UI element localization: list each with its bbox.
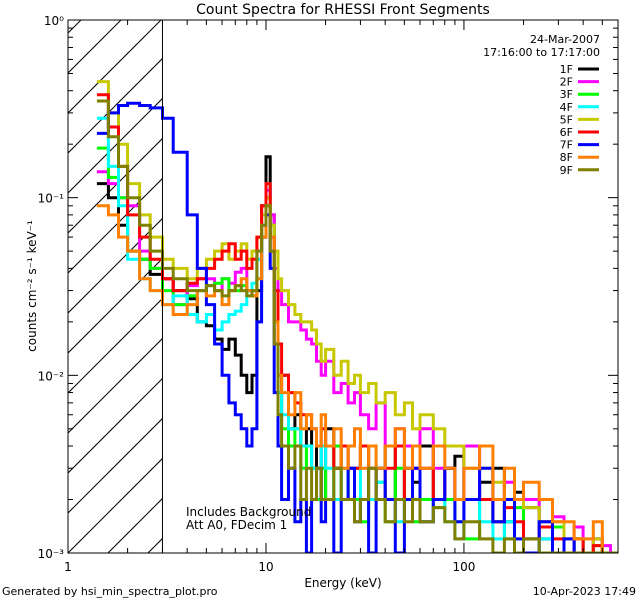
legend-label-9F: 9F bbox=[560, 164, 573, 177]
legend-label-4F: 4F bbox=[560, 101, 573, 114]
hatch-line bbox=[68, 257, 163, 354]
hatch-line bbox=[68, 20, 162, 114]
attenuator-note: Att A0, FDecim 1 bbox=[186, 518, 287, 532]
x-tick-label: 1 bbox=[64, 560, 72, 574]
x-tick-label: 100 bbox=[452, 560, 475, 574]
y-tick-label: 10⁻¹ bbox=[38, 192, 65, 206]
legend-label-2F: 2F bbox=[560, 76, 573, 89]
hatch-line bbox=[68, 217, 163, 314]
date-label: 24-Mar-2007 bbox=[530, 33, 600, 46]
y-tick-label: 10⁻² bbox=[38, 369, 65, 383]
y-tick-label: 10⁻³ bbox=[38, 547, 65, 561]
background-note: Includes Background bbox=[186, 505, 311, 519]
plot-frame bbox=[67, 19, 619, 554]
hatch-line bbox=[68, 20, 82, 34]
hatch-line bbox=[68, 457, 163, 553]
x-tick-label: 10 bbox=[258, 560, 273, 574]
series-line-8F bbox=[96, 204, 618, 553]
legend-label-8F: 8F bbox=[560, 151, 573, 164]
legend-label-6F: 6F bbox=[560, 126, 573, 139]
legend-label-7F: 7F bbox=[560, 139, 573, 152]
hatch-line bbox=[68, 417, 163, 514]
axis-ticks: 1 10 100 10⁰ 10⁻¹ 10⁻² 10⁻³ bbox=[38, 14, 619, 574]
y-tick-label: 10⁰ bbox=[44, 14, 64, 28]
y-axis-label: counts cm⁻² s⁻¹ keV⁻¹ bbox=[25, 220, 39, 352]
series-line-9F bbox=[96, 99, 618, 553]
chart-title: Count Spectra for RHESSI Front Segments bbox=[196, 2, 490, 18]
legend-label-5F: 5F bbox=[560, 113, 573, 126]
hatch-line bbox=[68, 377, 163, 474]
series-group bbox=[96, 80, 618, 553]
time-range-label: 17:16:00 to 17:17:00 bbox=[483, 46, 600, 59]
legend-label-3F: 3F bbox=[560, 88, 573, 101]
hatch-line bbox=[68, 57, 163, 154]
x-axis-label: Energy (keV) bbox=[304, 576, 381, 590]
footer-timestamp: 10-Apr-2023 17:49 bbox=[533, 585, 636, 598]
footer-generated-by: Generated by hsi_min_spectra_plot.pro bbox=[2, 585, 218, 598]
legend-label-1F: 1F bbox=[560, 63, 573, 76]
